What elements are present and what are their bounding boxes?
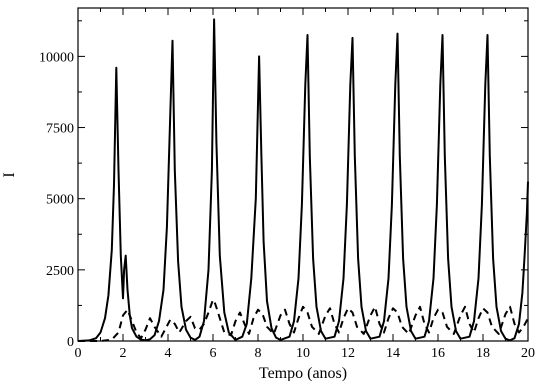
x-tick-label: 12	[341, 346, 355, 361]
x-tick-label: 8	[255, 346, 262, 361]
x-tick-label: 14	[386, 346, 400, 361]
y-axis-label: I	[1, 172, 18, 177]
y-tick-label: 0	[67, 335, 74, 350]
x-axis-label: Tempo (anos)	[259, 365, 347, 381]
x-tick-label: 6	[210, 346, 217, 361]
x-tick-label: 0	[75, 346, 82, 361]
y-tick-label: 7500	[46, 122, 74, 137]
ticks	[77, 8, 529, 342]
y-tick-label: 5000	[46, 193, 74, 208]
y-tick-label: 2500	[46, 264, 74, 279]
x-tick-label: 10	[296, 346, 310, 361]
x-tick-label: 2	[120, 346, 127, 361]
y-tick-label: 10000	[39, 50, 74, 65]
tick-labels: 0 2 4 6 8 10 12 14 16 18 20 0 2500 5000 7500 10000	[39, 50, 535, 361]
series-line-solid	[77, 18, 529, 342]
plot-area	[77, 18, 529, 342]
plot-frame	[77, 7, 529, 342]
x-tick-label: 16	[431, 346, 445, 361]
x-tick-label: 4	[165, 346, 172, 361]
x-tick-label: 18	[476, 346, 490, 361]
x-tick-label: 20	[521, 346, 535, 361]
